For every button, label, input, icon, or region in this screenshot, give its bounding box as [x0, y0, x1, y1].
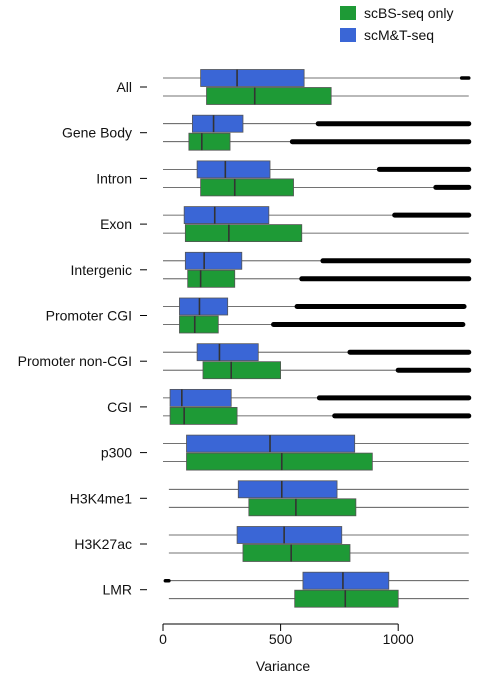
legend-swatch-scmt: [340, 28, 356, 42]
category-label: Exon: [100, 216, 132, 232]
legend-label-scbs: scBS-seq only: [364, 5, 453, 21]
box-scm-t-seq: [169, 388, 232, 407]
box-scbs-seq-only: [188, 132, 231, 151]
legend: scBS-seq only scM&T-seq: [340, 5, 453, 43]
category-label: p300: [101, 445, 132, 461]
box-scm-t-seq: [184, 251, 243, 270]
box-scm-t-seq: [196, 160, 271, 179]
box-scbs-seq-only: [206, 87, 332, 105]
box-scm-t-seq: [237, 480, 338, 499]
box-scm-t-seq: [302, 571, 390, 590]
category-label: LMR: [102, 582, 132, 598]
category-label: H3K4me1: [70, 490, 132, 506]
legend-label-scmt: scM&T-seq: [364, 27, 434, 43]
x-axis: 0 500 1000: [159, 623, 414, 647]
box-scbs-seq-only: [242, 544, 351, 562]
box-scbs-seq-only: [184, 224, 303, 243]
x-tick-label: 500: [269, 631, 293, 647]
legend-swatch-scbs: [340, 6, 356, 20]
x-tick-label: 0: [159, 631, 167, 647]
box-scbs-seq-only: [294, 589, 399, 608]
plot-area: All Gene Body Intron Exon Intergenic Promoter…: [18, 69, 472, 608]
box-scbs-seq-only: [202, 361, 281, 380]
box-scbs-seq-only: [169, 406, 238, 425]
box-scm-t-seq: [200, 69, 305, 87]
category-label: All: [116, 79, 132, 95]
category-label: H3K27ac: [74, 536, 132, 552]
box-scbs-seq-only: [187, 269, 236, 288]
category-label: CGI: [107, 399, 132, 415]
box-scbs-seq-only: [200, 178, 294, 197]
category-label: Intron: [96, 170, 132, 186]
category-label: Promoter non-CGI: [18, 353, 132, 369]
category-label: Gene Body: [62, 125, 132, 141]
box-scm-t-seq: [183, 206, 270, 225]
box-scbs-seq-only: [248, 498, 357, 517]
box-scm-t-seq: [236, 526, 343, 544]
box-scbs-seq-only: [186, 452, 373, 471]
x-tick-label: 1000: [383, 631, 414, 647]
box-scm-t-seq: [191, 114, 244, 133]
box-scm-t-seq: [179, 297, 229, 316]
x-axis-title: Variance: [256, 658, 310, 674]
category-label: Promoter CGI: [46, 308, 132, 324]
box-scbs-seq-only: [179, 315, 219, 334]
box-scm-t-seq: [196, 343, 259, 362]
category-label: Intergenic: [71, 262, 132, 278]
